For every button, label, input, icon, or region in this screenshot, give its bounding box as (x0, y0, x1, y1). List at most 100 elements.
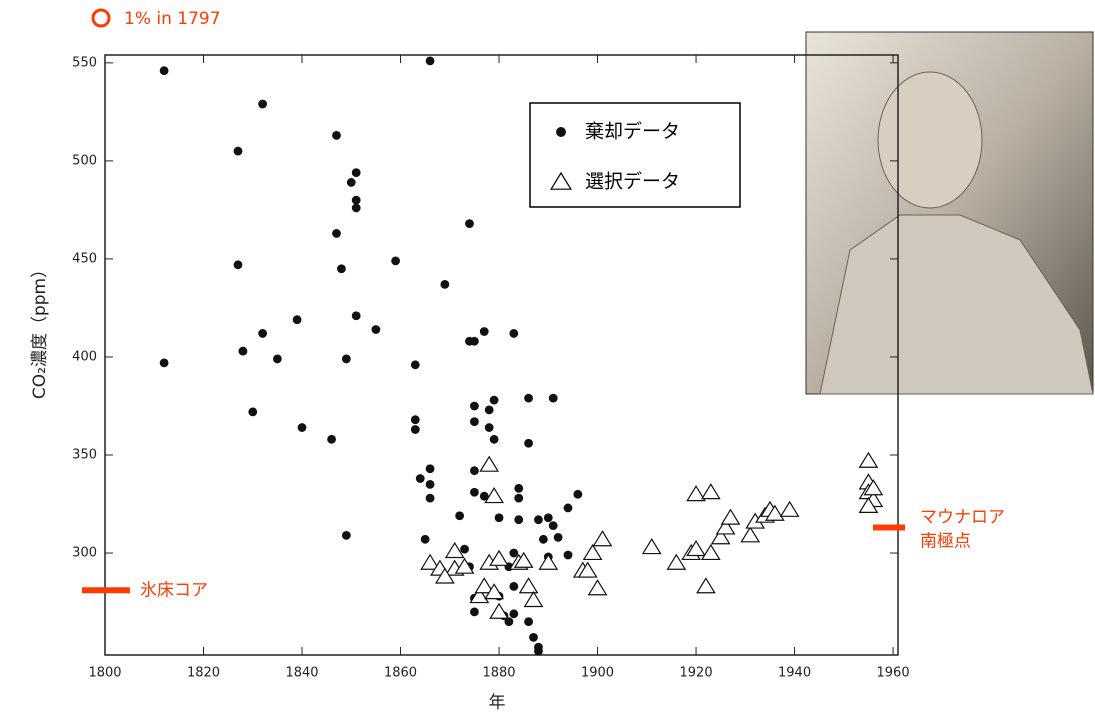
dot-point (372, 325, 381, 334)
dot-point (514, 515, 523, 524)
triangle-point (520, 578, 538, 592)
dot-point (564, 504, 573, 513)
dot-point (549, 521, 558, 530)
legend-label: 棄却データ (585, 121, 680, 143)
dot-point (239, 347, 248, 356)
dot-point (258, 329, 267, 338)
dot-point (327, 435, 336, 444)
dot-point (470, 466, 479, 475)
dot-point (529, 633, 538, 642)
triangle-point (490, 604, 508, 618)
dot-point (470, 417, 479, 426)
dot-point (509, 582, 518, 591)
y-tick-label: 450 (72, 251, 97, 266)
dot-point (426, 480, 435, 489)
x-tick-label: 1960 (877, 666, 910, 681)
dot-point (470, 488, 479, 497)
triangle-point (722, 510, 740, 524)
dot-point (509, 549, 518, 558)
dot-point (495, 513, 504, 522)
annotation-text: 氷床コア (140, 580, 208, 600)
dot-point (470, 402, 479, 411)
dot-point (509, 329, 518, 338)
triangle-point (643, 539, 661, 553)
triangle-point (860, 453, 878, 467)
x-tick-label: 1940 (778, 666, 811, 681)
dot-point (514, 484, 523, 493)
triangle-point (480, 457, 498, 471)
dot-point (234, 260, 243, 269)
x-tick-label: 1900 (581, 666, 614, 681)
x-tick-label: 1920 (680, 666, 713, 681)
y-tick-label: 550 (72, 55, 97, 70)
dot-point (342, 355, 351, 364)
dot-point (490, 435, 499, 444)
dot-point (485, 423, 494, 432)
dot-point (426, 56, 435, 65)
dot-point (347, 178, 356, 187)
dot-point (411, 415, 420, 424)
dot-point (160, 358, 169, 367)
triangle-point (490, 551, 508, 565)
annotation-text: 南極点 (920, 532, 971, 552)
triangle-point (781, 502, 799, 516)
dot-point (465, 219, 474, 228)
dot-point (460, 545, 469, 554)
dot-point (440, 280, 449, 289)
dot-point (352, 311, 361, 320)
chart: 1% in 1797 年 CO₂濃度（ppm） 1800182018401860… (0, 0, 1095, 714)
note-icon (93, 10, 109, 26)
dot-point (534, 647, 543, 656)
photo-face (878, 72, 982, 208)
annotation-text: マウナロア (920, 508, 1005, 528)
x-tick-label: 1840 (285, 666, 318, 681)
dot-point (337, 264, 346, 273)
x-tick-label: 1800 (88, 666, 121, 681)
dot-point (332, 131, 341, 140)
dot-point (298, 423, 307, 432)
dot-point (470, 337, 479, 346)
dot-point (421, 535, 430, 544)
dot-point (470, 607, 479, 616)
dot-point (573, 490, 582, 499)
x-tick-label: 1860 (384, 666, 417, 681)
x-tick-label: 1880 (482, 666, 515, 681)
y-tick-label: 300 (72, 546, 97, 561)
dot-point (426, 464, 435, 473)
dot-point (160, 66, 169, 75)
dot-point (411, 360, 420, 369)
dot-point (293, 315, 302, 324)
dot-point (524, 394, 533, 403)
y-axis-label: CO₂濃度（ppm） (30, 261, 50, 399)
y-tick-label: 350 (72, 448, 97, 463)
dot-point (549, 394, 558, 403)
y-tick-label: 400 (72, 349, 97, 364)
dot-point (411, 425, 420, 434)
dot-point (509, 609, 518, 618)
triangle-point (702, 545, 720, 559)
dot-point (534, 515, 543, 524)
dot-point (524, 439, 533, 448)
dot-point (352, 196, 361, 205)
dot-point (514, 494, 523, 503)
dot-point (248, 407, 257, 416)
dot-point (480, 327, 489, 336)
dot-point (455, 511, 464, 520)
dot-point (564, 551, 573, 560)
triangle-point (697, 578, 715, 592)
x-axis-label: 年 (489, 693, 506, 713)
dot-point (258, 100, 267, 109)
dot-point (490, 396, 499, 405)
dot-point (332, 229, 341, 238)
dot-point (273, 355, 282, 364)
triangle-point (584, 545, 602, 559)
legend-label: 選択データ (585, 171, 680, 193)
y-tick-label: 500 (72, 153, 97, 168)
dot-point (485, 406, 494, 415)
triangle-point (741, 527, 759, 541)
triangle-point (702, 484, 720, 498)
dot-point (416, 474, 425, 483)
dot-point (391, 256, 400, 265)
triangle-point (525, 592, 543, 606)
dot-point (554, 533, 563, 542)
